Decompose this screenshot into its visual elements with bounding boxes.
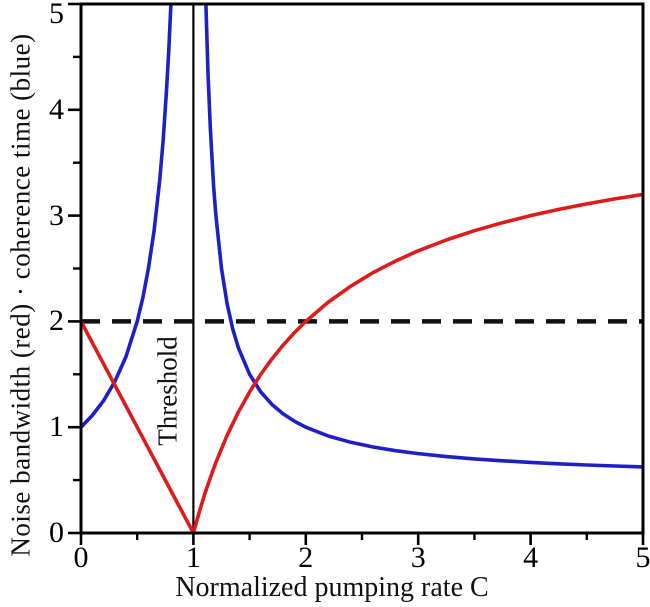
x-tick-label: 3 (410, 541, 426, 574)
y-tick-label: 0 (49, 516, 64, 549)
noise-bandwidth-curve (191, 192, 643, 533)
x-tick-label: 5 (635, 541, 650, 574)
x-tick-label: 0 (73, 541, 89, 574)
coherence-time-curve (81, 4, 173, 430)
threshold-label: Threshold (152, 336, 183, 446)
coherence-time-curve (204, 4, 643, 469)
x-tick-label: 4 (523, 541, 539, 574)
y-tick-label: 2 (49, 304, 64, 338)
y-tick-label: 1 (49, 410, 64, 444)
noise-bandwidth-curve (81, 319, 196, 533)
y-tick-label: 4 (49, 92, 64, 126)
x-tick-label: 2 (298, 541, 314, 574)
x-axis-title: Normalized pumping rate C (175, 572, 489, 603)
y-tick-label: 5 (49, 0, 64, 30)
y-axis-title: Noise bandwidth (red) · coherence time (… (5, 33, 36, 557)
plot-border (79, 2, 645, 535)
y-tick-label: 3 (49, 198, 64, 232)
x-tick-label: 1 (185, 541, 201, 574)
